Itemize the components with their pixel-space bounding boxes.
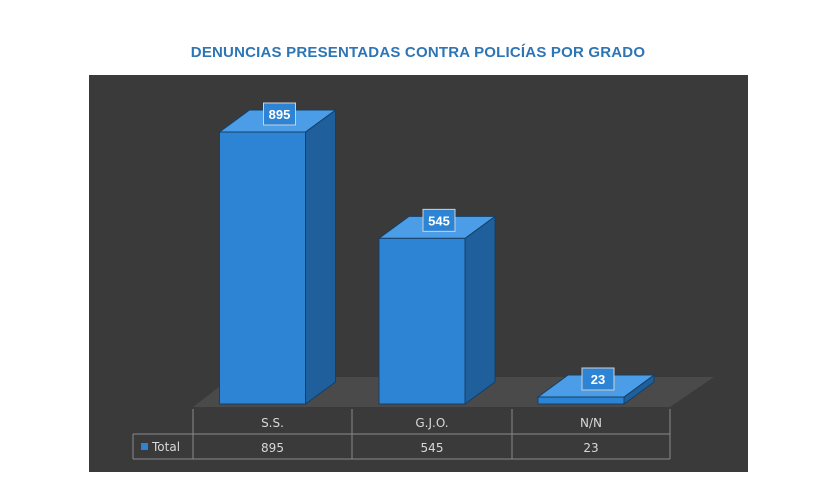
bar[interactable] [378,237,466,405]
x-tick-label: N/N [580,416,602,430]
legend-label: Total [151,440,180,454]
data-label-box [263,102,296,126]
bar-side [464,215,496,405]
data-label: 895 [269,107,291,122]
data-label-box [422,208,456,232]
table-value: 23 [583,441,598,455]
table-value: 895 [261,441,284,455]
bar[interactable] [219,131,306,405]
bar[interactable] [537,396,625,405]
data-label: 545 [428,213,450,228]
data-label-box [581,367,615,391]
x-tick-label: S.S. [261,416,284,430]
legend-swatch [141,443,148,450]
bar-side [305,109,336,405]
chart-title: DENUNCIAS PRESENTADAS CONTRA POLICÍAS PO… [190,44,646,61]
data-label: 23 [591,372,605,387]
table-value: 545 [421,441,444,455]
x-tick-label: G.J.O. [415,416,448,430]
